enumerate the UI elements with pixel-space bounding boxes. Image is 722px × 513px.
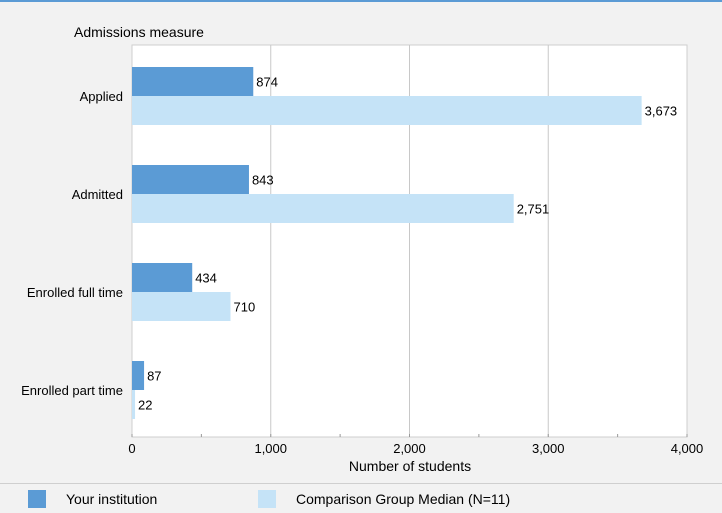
x-ticks: 0 1,000 2,000 3,000 4,000: [128, 434, 703, 456]
legend-label: Your institution: [66, 491, 158, 507]
category-label: Enrolled part time: [21, 383, 123, 398]
bar: [132, 165, 249, 194]
bar: [132, 194, 514, 223]
bar-value-label: 710: [234, 300, 256, 315]
bar-value-label: 434: [195, 271, 217, 286]
y-axis-title: Admissions measure: [74, 24, 204, 40]
legend-swatch: [28, 490, 46, 508]
bar: [132, 361, 145, 390]
x-tick-label: 1,000: [254, 441, 287, 456]
legend-swatch: [258, 490, 276, 508]
bar-value-label: 22: [138, 398, 152, 413]
legend-label: Comparison Group Median (N=11): [296, 491, 511, 507]
category-label: Applied: [80, 89, 123, 104]
bar-value-label: 87: [147, 369, 161, 384]
x-tick-label: 0: [128, 441, 135, 456]
category-label: Admitted: [72, 187, 123, 202]
category-label: Enrolled full time: [27, 285, 123, 300]
bar: [132, 263, 193, 292]
x-tick-label: 4,000: [671, 441, 704, 456]
bar-value-label: 843: [252, 173, 274, 188]
bar: [132, 67, 254, 96]
legend-item-comparison-median: Comparison Group Median (N=11): [258, 490, 510, 508]
bar: [132, 96, 642, 125]
x-tick-label: 2,000: [393, 441, 426, 456]
x-tick-label: 3,000: [532, 441, 565, 456]
bar: [132, 292, 231, 321]
bar-value-label: 2,751: [517, 202, 550, 217]
bar-chart: Admissions measure 874 3,673 843 2,751 434 71…: [21, 24, 703, 474]
bar: [132, 390, 136, 419]
category-labels: Applied Admitted Enrolled full time Enrolle…: [21, 89, 123, 398]
x-axis-title: Number of students: [349, 458, 471, 474]
legend: Your institution Comparison Group Median…: [0, 483, 722, 513]
bar-value-label: 874: [256, 75, 278, 90]
legend-item-your-institution: Your institution: [28, 490, 157, 508]
value-labels: 874 3,673 843 2,751 434 710 87 22: [138, 75, 677, 413]
bars: [132, 67, 642, 419]
bar-value-label: 3,673: [645, 104, 678, 119]
